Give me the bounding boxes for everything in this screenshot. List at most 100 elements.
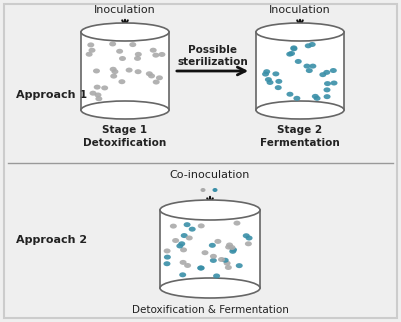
Ellipse shape (245, 235, 253, 241)
Ellipse shape (218, 257, 225, 262)
Ellipse shape (94, 85, 101, 90)
Ellipse shape (111, 69, 118, 74)
Ellipse shape (265, 77, 272, 82)
Ellipse shape (288, 51, 295, 56)
Ellipse shape (224, 261, 231, 266)
Ellipse shape (95, 96, 102, 101)
Ellipse shape (109, 67, 117, 72)
Ellipse shape (215, 239, 221, 244)
Ellipse shape (95, 92, 101, 98)
Text: Approach 1: Approach 1 (16, 90, 87, 100)
Ellipse shape (93, 69, 100, 73)
Ellipse shape (186, 235, 193, 241)
Ellipse shape (233, 221, 241, 226)
Ellipse shape (319, 72, 326, 77)
Ellipse shape (164, 249, 170, 253)
Ellipse shape (256, 101, 344, 119)
Ellipse shape (243, 233, 250, 238)
Ellipse shape (184, 222, 190, 227)
Ellipse shape (263, 69, 270, 74)
Ellipse shape (118, 79, 126, 84)
Ellipse shape (164, 255, 171, 260)
Ellipse shape (101, 85, 108, 90)
Ellipse shape (201, 250, 209, 255)
Ellipse shape (89, 91, 97, 96)
Ellipse shape (306, 68, 313, 73)
Ellipse shape (156, 75, 163, 80)
Ellipse shape (305, 43, 312, 48)
Ellipse shape (180, 260, 186, 265)
Ellipse shape (164, 261, 170, 266)
Ellipse shape (152, 53, 159, 58)
Ellipse shape (222, 258, 229, 263)
Ellipse shape (86, 52, 93, 57)
Ellipse shape (213, 273, 220, 279)
Ellipse shape (210, 258, 217, 263)
Ellipse shape (309, 42, 316, 47)
Ellipse shape (323, 70, 330, 75)
Text: Inoculation: Inoculation (94, 5, 156, 15)
Text: Fermentation: Fermentation (260, 138, 340, 148)
Text: Inoculation: Inoculation (269, 5, 331, 15)
Ellipse shape (324, 87, 330, 92)
Ellipse shape (129, 42, 136, 47)
Ellipse shape (146, 71, 153, 76)
Ellipse shape (172, 238, 179, 243)
FancyBboxPatch shape (160, 210, 260, 288)
Ellipse shape (153, 80, 160, 85)
Text: Co-inoculation: Co-inoculation (170, 170, 250, 180)
Ellipse shape (324, 94, 330, 99)
Ellipse shape (135, 69, 142, 74)
Ellipse shape (236, 263, 243, 268)
Ellipse shape (178, 241, 185, 246)
Ellipse shape (286, 52, 293, 57)
Ellipse shape (184, 263, 191, 268)
Ellipse shape (197, 265, 204, 270)
Ellipse shape (209, 243, 216, 248)
Ellipse shape (330, 80, 338, 86)
Ellipse shape (290, 46, 298, 51)
Ellipse shape (275, 85, 282, 90)
Ellipse shape (262, 71, 269, 77)
Ellipse shape (225, 245, 232, 250)
Ellipse shape (330, 68, 337, 73)
Ellipse shape (275, 79, 282, 84)
Ellipse shape (119, 56, 126, 61)
Ellipse shape (286, 92, 294, 97)
Ellipse shape (229, 249, 236, 254)
Ellipse shape (150, 48, 157, 53)
Ellipse shape (226, 242, 233, 247)
Ellipse shape (267, 80, 273, 85)
Ellipse shape (126, 68, 133, 72)
Ellipse shape (81, 101, 169, 119)
Ellipse shape (312, 94, 319, 99)
Text: Stage 1: Stage 1 (102, 125, 148, 135)
Text: Detoxification & Fermentation: Detoxification & Fermentation (132, 305, 288, 315)
Ellipse shape (134, 56, 141, 61)
Ellipse shape (290, 45, 297, 50)
Ellipse shape (81, 23, 169, 41)
Ellipse shape (158, 52, 166, 57)
Ellipse shape (309, 64, 316, 69)
Ellipse shape (181, 233, 188, 238)
Ellipse shape (109, 42, 116, 46)
Ellipse shape (229, 245, 235, 250)
Ellipse shape (89, 48, 95, 53)
Ellipse shape (170, 223, 177, 229)
Ellipse shape (295, 59, 302, 64)
Ellipse shape (198, 266, 205, 270)
Text: Stage 2: Stage 2 (277, 125, 322, 135)
Text: Detoxification: Detoxification (83, 138, 167, 148)
FancyBboxPatch shape (256, 32, 344, 110)
Ellipse shape (135, 52, 142, 57)
Ellipse shape (148, 73, 155, 79)
Ellipse shape (256, 23, 344, 41)
Ellipse shape (294, 96, 300, 101)
Ellipse shape (198, 223, 205, 228)
Ellipse shape (304, 64, 310, 69)
Ellipse shape (272, 71, 279, 76)
Ellipse shape (200, 188, 205, 192)
Ellipse shape (179, 272, 186, 277)
Ellipse shape (210, 254, 217, 259)
Ellipse shape (324, 81, 331, 86)
